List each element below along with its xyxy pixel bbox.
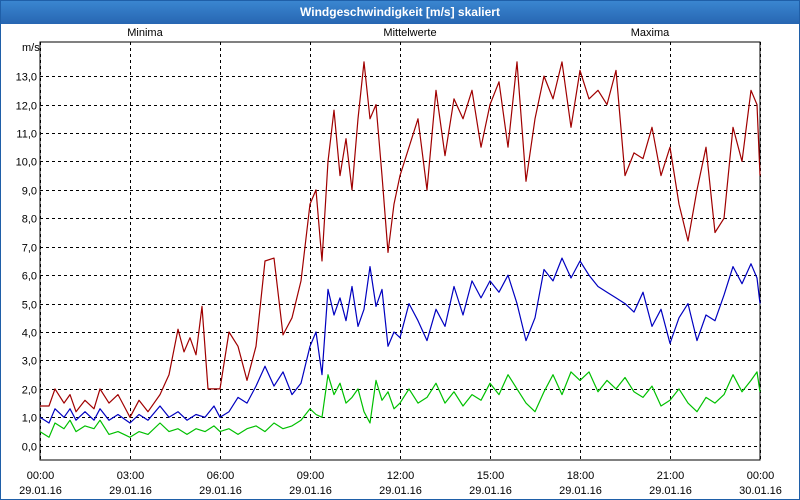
x-tick-time: 06:00 — [207, 470, 235, 482]
x-tick-date: 29.01.16 — [559, 485, 602, 497]
y-tick-label: 13,0 — [16, 72, 37, 84]
x-tick-time: 15:00 — [477, 470, 505, 482]
chart-title: Windgeschwindigkeit [m/s] skaliert — [1, 1, 799, 24]
x-tick-date: 29.01.16 — [649, 485, 692, 497]
grid — [39, 41, 761, 461]
series-line-maxima — [40, 61, 761, 418]
x-tick-date: 29.01.16 — [289, 485, 332, 497]
axes: m/s Minima Mittelwerte Maxima 0,0 1,0 2,0 3… — [16, 27, 782, 497]
x-tick-time: 00:00 — [27, 470, 55, 482]
x-tick-date: 29.01.16 — [199, 485, 242, 497]
y-tick-label: 8,0 — [22, 214, 37, 226]
x-tick-time: 12:00 — [387, 470, 415, 482]
series-line-mittelwerte — [39, 257, 761, 424]
y-tick-label: 2,0 — [22, 385, 37, 397]
legend-maxima: Maxima — [631, 27, 670, 39]
legend-minima: Minima — [127, 27, 163, 39]
legend-mittelwerte: Mittelwerte — [383, 27, 436, 39]
y-tick-label: 10,0 — [16, 157, 37, 169]
y-tick-label: 9,0 — [22, 186, 37, 198]
y-tick-label: 7,0 — [22, 243, 37, 255]
x-tick-date: 29.01.16 — [109, 485, 152, 497]
x-tick-date: 29.01.16 — [19, 485, 62, 497]
x-tick-time: 18:00 — [567, 470, 595, 482]
x-tick-date: 29.01.16 — [469, 485, 512, 497]
x-tick-time: 00:00 — [747, 470, 775, 482]
y-tick-label: 0,0 — [22, 442, 37, 454]
x-tick-date: 29.01.16 — [379, 485, 422, 497]
x-tick-time: 21:00 — [657, 470, 685, 482]
y-tick-label: 11,0 — [16, 129, 37, 141]
y-tick-label: 4,0 — [22, 328, 37, 340]
series-line-minima — [39, 371, 761, 438]
series-layer — [39, 61, 761, 438]
y-tick-label: 1,0 — [22, 413, 37, 425]
y-tick-label: 12,0 — [16, 101, 37, 113]
y-tick-label: 5,0 — [22, 300, 37, 312]
y-axis-label: m/s — [22, 42, 40, 54]
x-tick-time: 09:00 — [297, 470, 325, 482]
x-tick-time: 03:00 — [117, 470, 145, 482]
y-tick-label: 6,0 — [22, 271, 37, 283]
y-tick-label: 3,0 — [22, 356, 37, 368]
x-tick-date: 30.01.16 — [739, 485, 782, 497]
